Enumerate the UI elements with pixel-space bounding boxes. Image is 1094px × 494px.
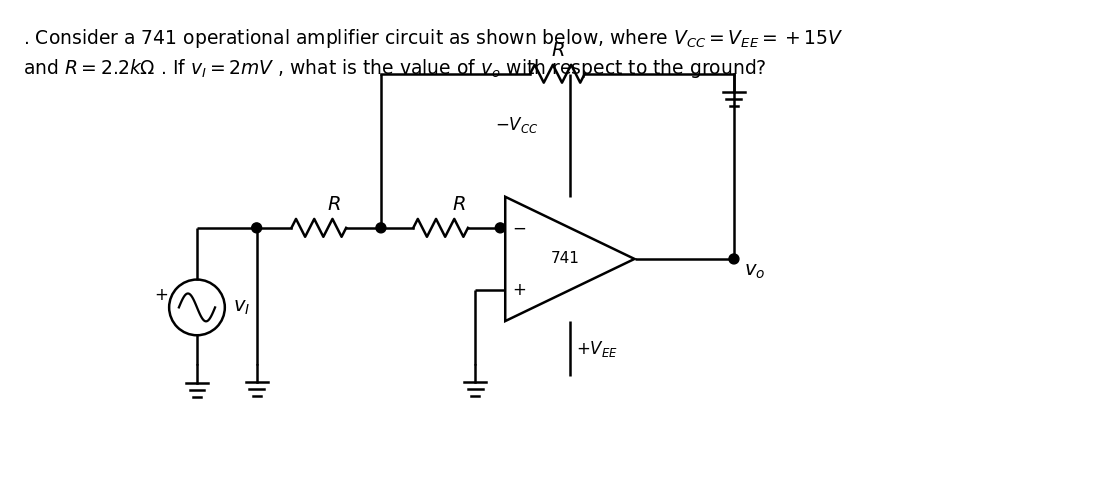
Circle shape: [496, 223, 505, 233]
Circle shape: [376, 223, 386, 233]
Text: and $R = 2.2 k\Omega$ . If $v_I = 2mV$ , what is the value of $v_o$ with respect: and $R = 2.2 k\Omega$ . If $v_I = 2mV$ ,…: [23, 57, 767, 80]
Text: 741: 741: [550, 251, 580, 266]
Circle shape: [252, 223, 261, 233]
Circle shape: [729, 254, 738, 264]
Text: $-V_{CC}$: $-V_{CC}$: [494, 115, 538, 135]
Text: $+V_{EE}$: $+V_{EE}$: [575, 339, 618, 359]
Text: $R$: $R$: [327, 196, 340, 214]
Text: $-$: $-$: [512, 219, 526, 237]
Text: $R$: $R$: [452, 196, 465, 214]
Text: $R$: $R$: [550, 42, 565, 60]
Text: $+$: $+$: [512, 281, 526, 299]
Text: . Consider a 741 operational amplifier circuit as shown below, where $V_{CC} =V_: . Consider a 741 operational amplifier c…: [23, 27, 843, 50]
Text: $+$: $+$: [154, 287, 168, 304]
Text: $v_o$: $v_o$: [744, 263, 765, 281]
Text: $v_I$: $v_I$: [233, 298, 249, 317]
